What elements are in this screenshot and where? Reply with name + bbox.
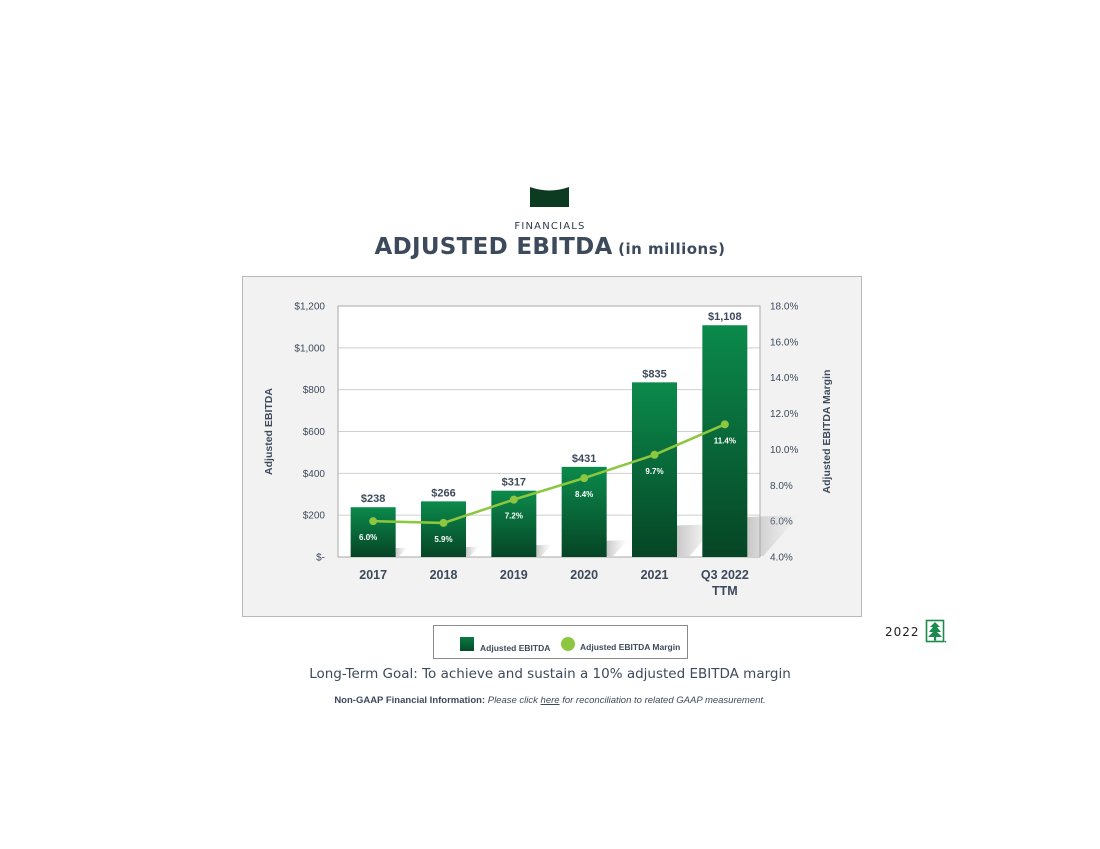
- margin-point: [650, 450, 659, 459]
- x-tick-label: 2017: [359, 568, 387, 582]
- margin-value-label: 11.4%: [714, 436, 736, 445]
- bar-value-label: $238: [361, 493, 385, 505]
- section-eyebrow: FINANCIALS: [514, 221, 586, 232]
- bar-2021: [632, 382, 677, 557]
- bar-value-label: $317: [502, 477, 526, 489]
- nongaap-heading: Non-GAAP Financial Information:: [334, 695, 486, 706]
- plot-border: [337, 305, 761, 558]
- margin-value-label: 9.7%: [645, 467, 663, 476]
- margin-line: [373, 423, 726, 525]
- x-tick-label: 2020: [570, 568, 598, 582]
- y2-tick-label: 14.0%: [770, 373, 798, 384]
- bar-shadow: [606, 539, 628, 556]
- section-tab-icon: [530, 187, 569, 207]
- y2-tick-label: 8.0%: [770, 481, 793, 492]
- ebitda-chart: $- $200 $400 $600 $800 $1,000 $1,200 4.0% 6.0% 8.…: [263, 302, 833, 599]
- y2-tick-label: 4.0%: [770, 553, 793, 564]
- bar-shadow: [747, 515, 800, 556]
- chart-legend: Adjusted EBITDA Adjusted EBITDA Margin: [433, 625, 688, 659]
- bar-2018: [421, 501, 466, 557]
- nongaap-pre: Please click: [487, 695, 538, 706]
- y2-tick-label: 10.0%: [770, 445, 798, 456]
- legend-line-label: Adjusted EBITDA Margin: [580, 642, 681, 652]
- long-term-goal: Long-Term Goal: To achieve and sustain a…: [309, 666, 791, 682]
- nongaap-post: for reconciliation to related GAAP measu…: [562, 695, 766, 706]
- title-suffix: (in millions): [618, 240, 726, 258]
- y2-tick-label: 18.0%: [770, 302, 798, 313]
- legend-line-swatch: [561, 637, 575, 651]
- margin-point: [369, 517, 378, 526]
- bar-value-label: $1,108: [708, 311, 742, 323]
- bar-value-label: $431: [572, 453, 596, 465]
- y2-axis-title: Adjusted EBITDA Margin: [821, 370, 833, 494]
- tree-icon: [925, 619, 947, 643]
- margin-value-label: 5.9%: [434, 535, 452, 544]
- y-axis-title: Adjusted EBITDA: [263, 388, 275, 475]
- margin-value-label: 8.4%: [575, 490, 593, 499]
- y2-tick-label: 16.0%: [770, 337, 798, 348]
- x-tick-label: 2019: [500, 568, 528, 582]
- margin-point: [580, 474, 589, 483]
- chart-frame: $- $200 $400 $600 $800 $1,000 $1,200 4.0% 6.0% 8.…: [242, 276, 862, 617]
- nongaap-note: Non-GAAP Financial Information: Please c…: [0, 695, 1100, 706]
- bar-shadow: [466, 546, 480, 556]
- x-tick-label: 2018: [430, 568, 458, 582]
- bar-value-label: $266: [431, 487, 455, 499]
- legend-bar-label: Adjusted EBITDA: [480, 643, 551, 653]
- bar-q3-2022-ttm: [702, 325, 748, 557]
- y-tick-label: $1,000: [294, 343, 325, 354]
- y-tick-label: $200: [303, 511, 326, 522]
- x-tick-label: Q3 2022: [701, 568, 749, 582]
- bar-2017: [350, 507, 396, 557]
- y-tick-label: $600: [303, 427, 326, 438]
- x-tick-label: 2021: [641, 568, 669, 582]
- bar-shadow: [536, 544, 552, 556]
- margin-point: [439, 518, 448, 527]
- margin-value-label: 6.0%: [359, 533, 377, 542]
- title-main: ADJUSTED EBITDA: [374, 234, 613, 260]
- y-tick-label: $1,200: [294, 302, 325, 313]
- bar-shadow: [395, 547, 408, 556]
- bar-value-label: $835: [642, 368, 666, 380]
- y-tick-label: $-: [316, 553, 325, 564]
- x-tick-label: TTM: [712, 584, 738, 598]
- legend-bar-swatch: [460, 637, 474, 651]
- y2-tick-label: 12.0%: [770, 409, 798, 420]
- y-tick-label: $400: [303, 469, 326, 480]
- margin-point: [720, 420, 729, 429]
- margin-value-label: 7.2%: [505, 512, 523, 521]
- brand-year: 2022: [885, 625, 920, 639]
- reconciliation-link[interactable]: here: [540, 695, 560, 706]
- margin-point: [509, 495, 518, 504]
- y-tick-label: $800: [303, 385, 326, 396]
- page-title: ADJUSTED EBITDA (in millions): [0, 234, 1100, 260]
